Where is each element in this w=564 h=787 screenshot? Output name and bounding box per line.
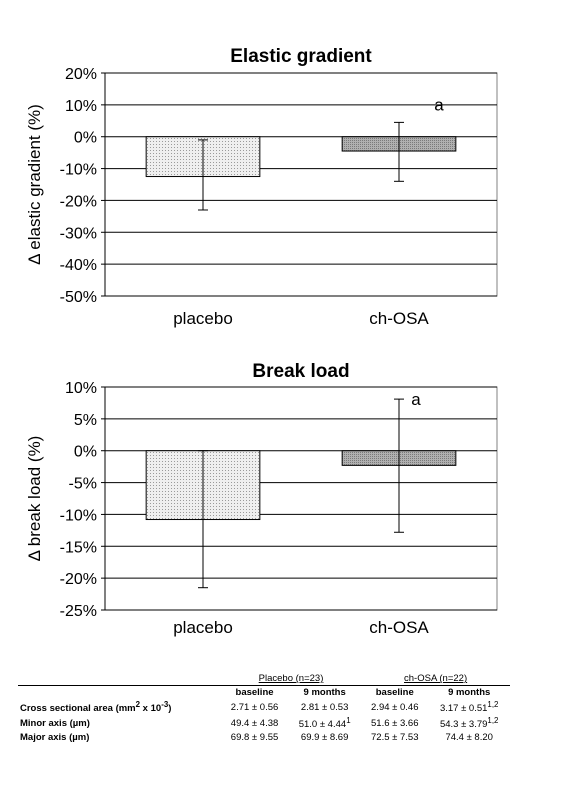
table-cell: 54.3 ± 3.791,2 [439, 716, 499, 731]
y-tick-label: -5% [69, 476, 97, 493]
group-header-placebo: Placebo (n=23) [258, 673, 324, 684]
y-tick-label: -10% [60, 507, 97, 524]
table-cell: 49.4 ± 4.38 [230, 717, 279, 729]
table-body: Cross sectional area (mm2 x 10-3) 2.71 ± … [18, 699, 510, 744]
row-label: Cross sectional area (mm2 x 10-3) [20, 700, 172, 715]
y-tick-label: -25% [60, 603, 97, 620]
y-tick-label: -15% [60, 539, 97, 556]
table-corner [18, 672, 221, 686]
category-label: placebo [173, 618, 233, 637]
table-row: Cross sectional area (mm2 x 10-3) 2.71 ± … [18, 699, 510, 715]
table-cell: 72.5 ± 7.53 [371, 732, 419, 744]
table-corner-sub [18, 685, 221, 699]
row-label: Minor axis (µm) [20, 717, 90, 729]
y-tick-label: -20% [60, 571, 97, 588]
subheader-placebo-9months: 9 months [288, 685, 362, 699]
significance-annotation: a [411, 390, 421, 409]
subheader-chosa-9months: 9 months [428, 685, 510, 699]
category-label: ch-OSA [369, 618, 429, 637]
subheader-placebo-baseline: baseline [220, 685, 289, 699]
significance-annotation: a [434, 95, 444, 114]
axis-measurements-table: Placebo (n=23) ch-OSA (n=22) baseline 9 … [18, 672, 510, 744]
table-cell: 69.8 ± 9.55 [230, 732, 279, 744]
table-cell: 51.0 ± 4.441 [298, 716, 351, 731]
y-tick-label: 10% [65, 98, 97, 115]
category-label: placebo [173, 309, 233, 328]
y-axis-label: Δ elastic gradient (%) [25, 104, 44, 265]
plot-area [104, 72, 498, 297]
group-header-chosa: ch-OSA (n=22) [404, 673, 468, 684]
y-tick-label: 10% [65, 380, 97, 397]
table-cell: 2.81 ± 0.53 [300, 701, 349, 713]
table-row: Major axis (µm) 69.8 ± 9.55 69.9 ± 8.69 72.… [18, 731, 510, 744]
table-cell: 2.94 ± 0.46 [371, 701, 419, 713]
y-tick-label: 20% [65, 66, 97, 83]
y-tick-label: -50% [60, 289, 97, 306]
table-cell: 3.17 ± 0.511,2 [439, 700, 499, 715]
table-cell: 2.71 ± 0.56 [230, 701, 279, 713]
y-tick-label: -40% [60, 257, 97, 274]
chart-title: Elastic gradient [230, 46, 372, 67]
break-load-chart: Break load 10% 5% 0% -5% -10% -15% -20% -25% Δ br… [25, 361, 498, 637]
y-tick-label: -10% [60, 162, 97, 179]
table-row: Minor axis (µm) 49.4 ± 4.38 51.0 ± 4.441 51… [18, 715, 510, 731]
y-tick-label: 5% [74, 412, 97, 429]
table-cell: 69.9 ± 8.69 [300, 732, 349, 744]
y-tick-label: 0% [74, 130, 97, 147]
elastic-gradient-chart: Elastic gradient 20% 10% 0% -10% -20% -30% -40%… [25, 46, 498, 328]
y-axis-label: Δ break load (%) [25, 436, 44, 562]
row-label: Major axis (µm) [20, 732, 90, 744]
category-label: ch-OSA [369, 309, 429, 328]
subheader-chosa-baseline: baseline [361, 685, 429, 699]
chart-title: Break load [252, 361, 349, 382]
table-cell: 74.4 ± 8.20 [445, 732, 493, 744]
y-tick-label: 0% [74, 444, 97, 461]
table-cell: 51.6 ± 3.66 [371, 717, 419, 729]
y-tick-label: -30% [60, 225, 97, 242]
y-tick-label: -20% [60, 193, 97, 210]
